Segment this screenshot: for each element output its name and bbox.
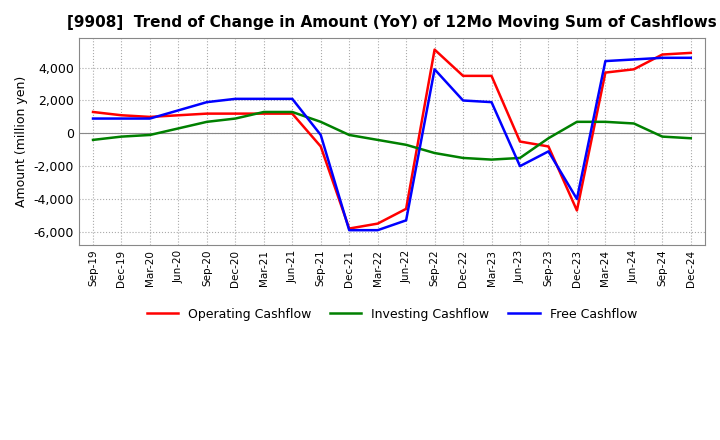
Investing Cashflow: [516, 155, 524, 161]
Investing Cashflow: [174, 126, 183, 131]
Investing Cashflow: [345, 132, 354, 138]
Investing Cashflow: [487, 157, 496, 162]
Free Cashflow: [402, 218, 410, 223]
Operating Cashflow: [316, 144, 325, 149]
Operating Cashflow: [145, 114, 154, 120]
Investing Cashflow: [402, 142, 410, 147]
Operating Cashflow: [117, 113, 126, 118]
Free Cashflow: [89, 116, 97, 121]
Operating Cashflow: [686, 50, 695, 55]
Operating Cashflow: [402, 206, 410, 212]
Operating Cashflow: [231, 111, 240, 116]
Operating Cashflow: [89, 110, 97, 115]
Operating Cashflow: [544, 144, 553, 149]
Line: Operating Cashflow: Operating Cashflow: [93, 50, 690, 228]
Operating Cashflow: [601, 70, 610, 75]
Free Cashflow: [259, 96, 268, 102]
Investing Cashflow: [431, 150, 439, 156]
Investing Cashflow: [572, 119, 581, 125]
Investing Cashflow: [202, 119, 211, 125]
Free Cashflow: [316, 132, 325, 138]
Free Cashflow: [174, 108, 183, 113]
Investing Cashflow: [629, 121, 638, 126]
Operating Cashflow: [487, 73, 496, 78]
Operating Cashflow: [202, 111, 211, 116]
Investing Cashflow: [658, 134, 667, 139]
Investing Cashflow: [89, 137, 97, 143]
Operating Cashflow: [629, 67, 638, 72]
Investing Cashflow: [117, 134, 126, 139]
Free Cashflow: [231, 96, 240, 102]
Investing Cashflow: [544, 136, 553, 141]
Investing Cashflow: [145, 132, 154, 138]
Investing Cashflow: [316, 119, 325, 125]
Free Cashflow: [345, 227, 354, 233]
Free Cashflow: [431, 67, 439, 72]
Free Cashflow: [572, 196, 581, 202]
Investing Cashflow: [231, 116, 240, 121]
Operating Cashflow: [288, 111, 297, 116]
Operating Cashflow: [459, 73, 467, 78]
Line: Investing Cashflow: Investing Cashflow: [93, 112, 690, 160]
Investing Cashflow: [259, 110, 268, 115]
Free Cashflow: [686, 55, 695, 60]
Free Cashflow: [487, 99, 496, 105]
Free Cashflow: [145, 116, 154, 121]
Operating Cashflow: [431, 47, 439, 52]
Operating Cashflow: [345, 226, 354, 231]
Free Cashflow: [601, 59, 610, 64]
Operating Cashflow: [516, 139, 524, 144]
Operating Cashflow: [572, 208, 581, 213]
Free Cashflow: [516, 164, 524, 169]
Legend: Operating Cashflow, Investing Cashflow, Free Cashflow: Operating Cashflow, Investing Cashflow, …: [142, 303, 642, 326]
Investing Cashflow: [288, 110, 297, 115]
Investing Cashflow: [374, 137, 382, 143]
Free Cashflow: [459, 98, 467, 103]
Operating Cashflow: [374, 221, 382, 226]
Free Cashflow: [629, 57, 638, 62]
Free Cashflow: [288, 96, 297, 102]
Operating Cashflow: [174, 113, 183, 118]
Free Cashflow: [117, 116, 126, 121]
Y-axis label: Amount (million yen): Amount (million yen): [15, 76, 28, 207]
Investing Cashflow: [601, 119, 610, 125]
Operating Cashflow: [658, 52, 667, 57]
Free Cashflow: [202, 99, 211, 105]
Line: Free Cashflow: Free Cashflow: [93, 58, 690, 230]
Investing Cashflow: [459, 155, 467, 161]
Investing Cashflow: [686, 136, 695, 141]
Free Cashflow: [544, 149, 553, 154]
Free Cashflow: [374, 227, 382, 233]
Title: [9908]  Trend of Change in Amount (YoY) of 12Mo Moving Sum of Cashflows: [9908] Trend of Change in Amount (YoY) o…: [67, 15, 717, 30]
Free Cashflow: [658, 55, 667, 60]
Operating Cashflow: [259, 111, 268, 116]
